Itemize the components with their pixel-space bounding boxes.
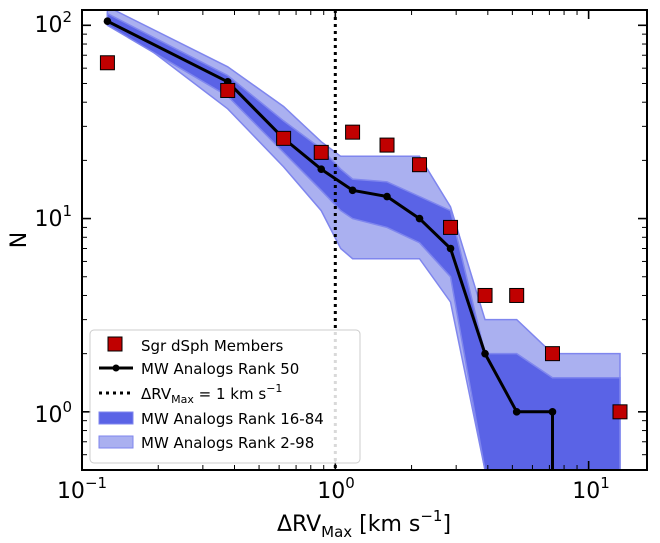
y-axis-ticks <box>82 24 647 471</box>
sgr-marker <box>99 55 115 71</box>
sgr-marker <box>313 144 329 160</box>
legend-label-vline: ΔRVMax = 1 km s−1 <box>141 382 282 406</box>
median-point <box>446 244 455 253</box>
sgr-marker <box>544 346 560 362</box>
median-point <box>383 192 391 201</box>
median-line <box>106 19 554 470</box>
sgr-marker <box>477 287 493 303</box>
x-axis-ticks <box>81 10 590 470</box>
sgr-marker <box>443 219 459 235</box>
sgr-marker <box>612 404 628 420</box>
y-axis-tick-labels: 100 101 102 <box>34 8 72 428</box>
sgr-markers <box>99 55 628 420</box>
plot-frame <box>81 9 648 471</box>
median-point <box>512 408 521 416</box>
legend-key-band-outer <box>98 435 134 449</box>
sgr-marker <box>509 287 525 303</box>
sgr-marker <box>412 157 428 173</box>
legend: Sgr dSph Members MW Analogs Rank 50 ΔRVM… <box>89 329 361 464</box>
legend-key-band-inner <box>98 411 134 425</box>
legend-label-sgr: Sgr dSph Members <box>141 337 284 355</box>
sgr-marker <box>220 82 236 98</box>
legend-box <box>89 329 361 464</box>
sgr-marker <box>276 130 292 146</box>
y-tick-label: 100 <box>34 398 72 428</box>
x-axis-tick-labels: 10−1 100 101 <box>57 474 610 504</box>
legend-key-line-point <box>112 364 120 372</box>
y-tick-label: 102 <box>34 8 72 38</box>
y-tick-label: 101 <box>34 202 72 232</box>
median-point <box>548 408 557 416</box>
x-tick-label: 101 <box>572 474 610 504</box>
x-tick-label: 100 <box>317 474 355 504</box>
legend-label-band-inner: MW Analogs Rank 16-84 <box>141 410 324 428</box>
median-point <box>481 349 489 358</box>
median-point <box>103 17 112 26</box>
legend-label-band-outer: MW Analogs Rank 2-98 <box>141 434 314 452</box>
median-point <box>415 214 424 223</box>
x-tick-label: 10−1 <box>57 474 107 504</box>
legend-key-marker <box>107 336 123 352</box>
legend-label-median: MW Analogs Rank 50 <box>141 360 299 378</box>
y-axis-label: N <box>7 232 32 248</box>
band-inner-16-84 <box>106 12 621 470</box>
sgr-marker <box>345 124 361 140</box>
median-point <box>348 186 357 195</box>
sgr-marker <box>379 137 395 153</box>
median-point <box>317 165 326 174</box>
x-axis-label: ΔRVMax [km s−1] <box>277 507 451 541</box>
plot-area <box>99 10 628 470</box>
